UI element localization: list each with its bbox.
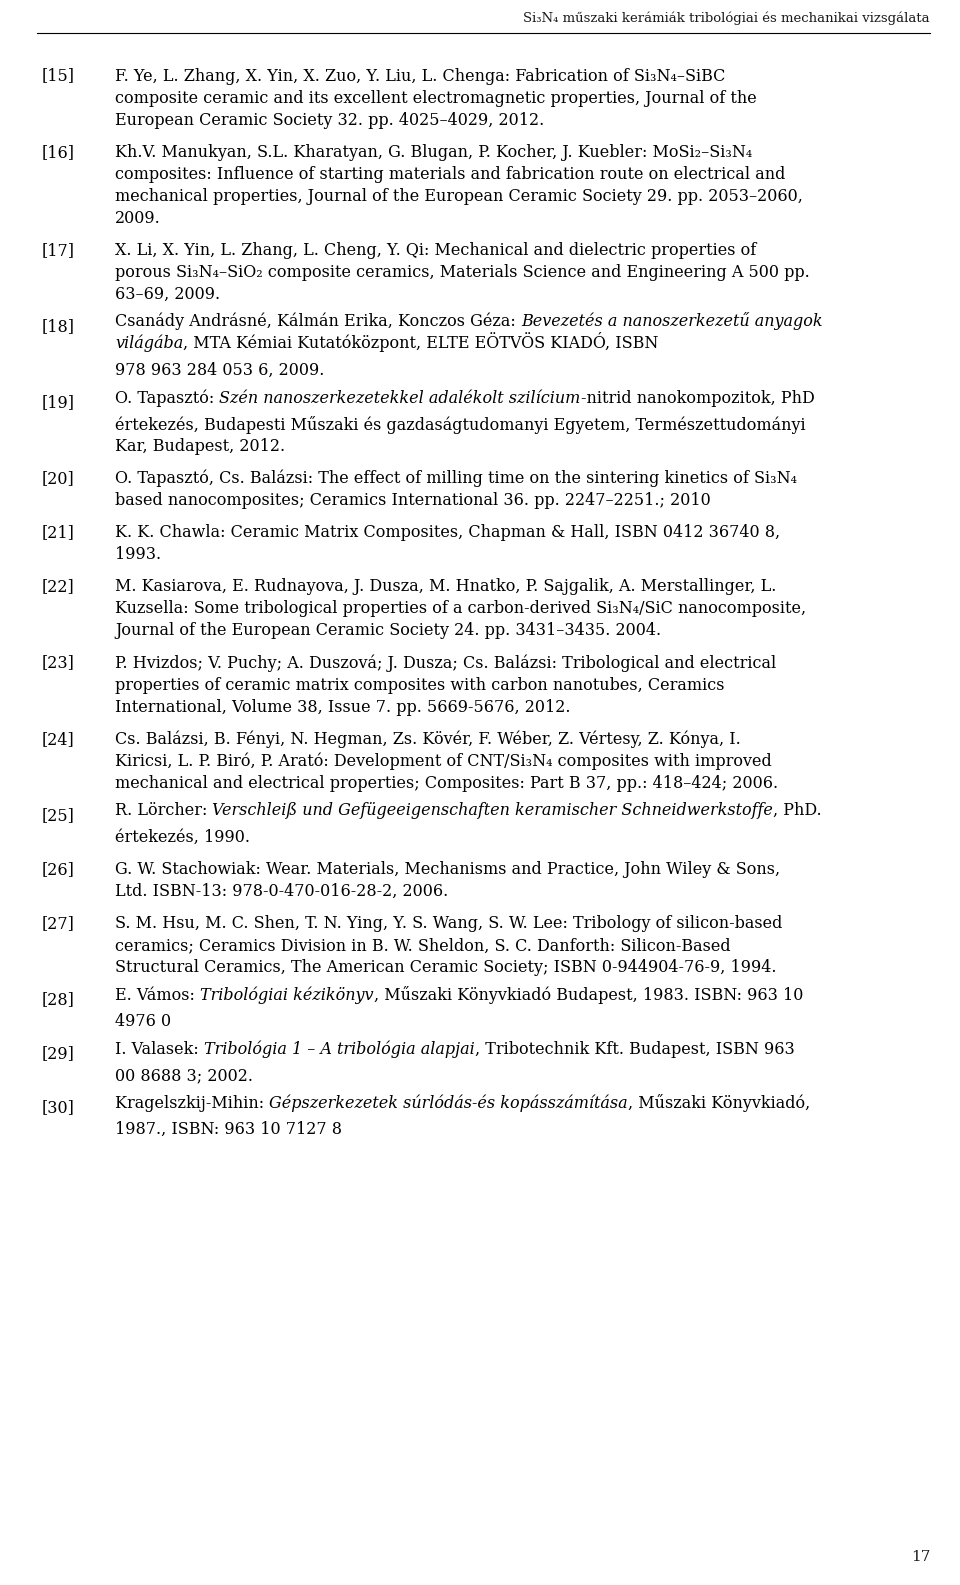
Text: , PhD.: , PhD. <box>774 802 822 819</box>
Text: 1993.: 1993. <box>115 547 161 563</box>
Text: [20]: [20] <box>42 471 75 487</box>
Text: [15]: [15] <box>42 68 75 84</box>
Text: Tribológia 1 – A tribológia alapjai: Tribológia 1 – A tribológia alapjai <box>204 1040 474 1057</box>
Text: Ltd. ISBN-13: 978-0-470-016-28-2, 2006.: Ltd. ISBN-13: 978-0-470-016-28-2, 2006. <box>115 883 448 900</box>
Text: F. Ye, L. Zhang, X. Yin, X. Zuo, Y. Liu, L. Chenga: Fabrication of Si₃N₄–SiBC: F. Ye, L. Zhang, X. Yin, X. Zuo, Y. Liu,… <box>115 68 726 84</box>
Text: , Műszaki Könyvkiadó Budapest, 1983. ISBN: 963 10: , Műszaki Könyvkiadó Budapest, 1983. ISB… <box>373 986 803 1003</box>
Text: [25]: [25] <box>42 807 75 824</box>
Text: based nanocomposites; Ceramics International 36. pp. 2247–2251.; 2010: based nanocomposites; Ceramics Internati… <box>115 493 710 509</box>
Text: composites: Influence of starting materials and fabrication route on electrical : composites: Influence of starting materi… <box>115 166 785 182</box>
Text: [23]: [23] <box>42 655 75 672</box>
Text: , MTA Kémiai Kutatóközpont, ELTE EÖTVÖS KIADÓ, ISBN: , MTA Kémiai Kutatóközpont, ELTE EÖTVÖS … <box>183 333 659 352</box>
Text: composite ceramic and its excellent electromagnetic properties, Journal of the: composite ceramic and its excellent elec… <box>115 90 756 106</box>
Text: O. Tapasztó, Cs. Balázsi: The effect of milling time on the sintering kinetics o: O. Tapasztó, Cs. Balázsi: The effect of … <box>115 469 797 488</box>
Text: porous Si₃N₄–SiO₂ composite ceramics, Materials Science and Engineering A 500 pp: porous Si₃N₄–SiO₂ composite ceramics, Ma… <box>115 263 809 281</box>
Text: [27]: [27] <box>42 915 75 932</box>
Text: M. Kasiarova, E. Rudnayova, J. Dusza, M. Hnatko, P. Sajgalik, A. Merstallinger, : M. Kasiarova, E. Rudnayova, J. Dusza, M.… <box>115 579 777 596</box>
Text: K. K. Chawla: Ceramic Matrix Composites, Chapman & Hall, ISBN 0412 36740 8,: K. K. Chawla: Ceramic Matrix Composites,… <box>115 525 780 540</box>
Text: ceramics; Ceramics Division in B. W. Sheldon, S. C. Danforth: Silicon-Based: ceramics; Ceramics Division in B. W. She… <box>115 937 731 954</box>
Text: [28]: [28] <box>42 991 75 1008</box>
Text: 2009.: 2009. <box>115 209 160 227</box>
Text: értekezés, 1990.: értekezés, 1990. <box>115 829 250 846</box>
Text: Si₃N₄ műszaki kerámiák tribológiai és mechanikai vizsgálata: Si₃N₄ műszaki kerámiák tribológiai és me… <box>523 11 930 25</box>
Text: 1987., ISBN: 963 10 7127 8: 1987., ISBN: 963 10 7127 8 <box>115 1121 342 1138</box>
Text: mechanical properties, Journal of the European Ceramic Society 29. pp. 2053–2060: mechanical properties, Journal of the Eu… <box>115 187 803 204</box>
Text: [30]: [30] <box>42 1098 75 1116</box>
Text: Tribológiai kézikönyv: Tribológiai kézikönyv <box>200 986 373 1003</box>
Text: Kragelszkij-Mihin:: Kragelszkij-Mihin: <box>115 1095 269 1111</box>
Text: [18]: [18] <box>42 319 75 334</box>
Text: [26]: [26] <box>42 861 75 878</box>
Text: [29]: [29] <box>42 1045 75 1062</box>
Text: [17]: [17] <box>42 243 75 258</box>
Text: Kuzsella: Some tribological properties of a carbon-derived Si₃N₄/SiC nanocomposi: Kuzsella: Some tribological properties o… <box>115 601 806 618</box>
Text: [21]: [21] <box>42 525 75 540</box>
Text: S. M. Hsu, M. C. Shen, T. N. Ying, Y. S. Wang, S. W. Lee: Tribology of silicon-b: S. M. Hsu, M. C. Shen, T. N. Ying, Y. S.… <box>115 915 782 932</box>
Text: [22]: [22] <box>42 579 75 596</box>
Text: 63–69, 2009.: 63–69, 2009. <box>115 285 220 303</box>
Text: P. Hvizdos; V. Puchy; A. Duszová; J. Dusza; Cs. Balázsi: Tribological and electr: P. Hvizdos; V. Puchy; A. Duszová; J. Dus… <box>115 655 777 672</box>
Text: világába: világába <box>115 334 183 352</box>
Text: , Műszaki Könyvkiadó,: , Műszaki Könyvkiadó, <box>628 1094 810 1111</box>
Text: -nitrid nanokompozitok, PhD: -nitrid nanokompozitok, PhD <box>581 390 814 407</box>
Text: I. Valasek:: I. Valasek: <box>115 1041 204 1057</box>
Text: Kh.V. Manukyan, S.L. Kharatyan, G. Blugan, P. Kocher, J. Kuebler: MoSi₂–Si₃N₄: Kh.V. Manukyan, S.L. Kharatyan, G. Bluga… <box>115 144 753 160</box>
Text: 978 963 284 053 6, 2009.: 978 963 284 053 6, 2009. <box>115 361 324 379</box>
Text: International, Volume 38, Issue 7. pp. 5669-5676, 2012.: International, Volume 38, Issue 7. pp. 5… <box>115 699 570 715</box>
Text: Kiricsi, L. P. Biró, P. Arató: Development of CNT/Si₃N₄ composites with improved: Kiricsi, L. P. Biró, P. Arató: Developme… <box>115 753 772 770</box>
Text: 17: 17 <box>911 1550 930 1564</box>
Text: properties of ceramic matrix composites with carbon nanotubes, Ceramics: properties of ceramic matrix composites … <box>115 677 725 694</box>
Text: Journal of the European Ceramic Society 24. pp. 3431–3435. 2004.: Journal of the European Ceramic Society … <box>115 623 661 639</box>
Text: Szén nanoszerkezetekkel adalékolt szilícium: Szén nanoszerkezetekkel adalékolt szilíc… <box>220 390 581 407</box>
Text: 4976 0: 4976 0 <box>115 1013 171 1030</box>
Text: , Tribotechnik Kft. Budapest, ISBN 963: , Tribotechnik Kft. Budapest, ISBN 963 <box>474 1041 794 1057</box>
Text: 00 8688 3; 2002.: 00 8688 3; 2002. <box>115 1067 253 1084</box>
Text: G. W. Stachowiak: Wear. Materials, Mechanisms and Practice, John Wiley & Sons,: G. W. Stachowiak: Wear. Materials, Mecha… <box>115 861 780 878</box>
Text: [24]: [24] <box>42 731 75 748</box>
Text: Kar, Budapest, 2012.: Kar, Budapest, 2012. <box>115 437 285 455</box>
Text: Gépszerkezetek súrlódás-és kopásszámítása: Gépszerkezetek súrlódás-és kopásszámítás… <box>269 1094 628 1111</box>
Text: Bevezetés a nanoszerkezetű anyagok: Bevezetés a nanoszerkezetű anyagok <box>521 312 823 330</box>
Text: Verschleiß und Gefügeeigenschaften keramischer Schneidwerkstoffe: Verschleiß und Gefügeeigenschaften keram… <box>212 802 774 819</box>
Text: mechanical and electrical properties; Composites: Part B 37, pp.: 418–424; 2006.: mechanical and electrical properties; Co… <box>115 775 779 791</box>
Text: [19]: [19] <box>42 395 75 411</box>
Text: Csanády Andrásné, Kálmán Erika, Konczos Géza:: Csanády Andrásné, Kálmán Erika, Konczos … <box>115 312 521 330</box>
Text: X. Li, X. Yin, L. Zhang, L. Cheng, Y. Qi: Mechanical and dielectric properties o: X. Li, X. Yin, L. Zhang, L. Cheng, Y. Qi… <box>115 243 756 258</box>
Text: European Ceramic Society 32. pp. 4025–4029, 2012.: European Ceramic Society 32. pp. 4025–40… <box>115 111 544 128</box>
Text: [16]: [16] <box>42 144 75 160</box>
Text: R. Lörcher:: R. Lörcher: <box>115 802 212 819</box>
Text: O. Tapasztó:: O. Tapasztó: <box>115 388 220 407</box>
Text: értekezés, Budapesti Műszaki és gazdaságtudomanyi Egyetem, Természettudományi: értekezés, Budapesti Műszaki és gazdaság… <box>115 415 805 434</box>
Text: E. Vámos:: E. Vámos: <box>115 986 200 1003</box>
Text: Cs. Balázsi, B. Fényi, N. Hegman, Zs. Kövér, F. Wéber, Z. Vértesy, Z. Kónya, I.: Cs. Balázsi, B. Fényi, N. Hegman, Zs. Kö… <box>115 731 741 748</box>
Text: Structural Ceramics, The American Ceramic Society; ISBN 0-944904-76-9, 1994.: Structural Ceramics, The American Cerami… <box>115 959 777 976</box>
